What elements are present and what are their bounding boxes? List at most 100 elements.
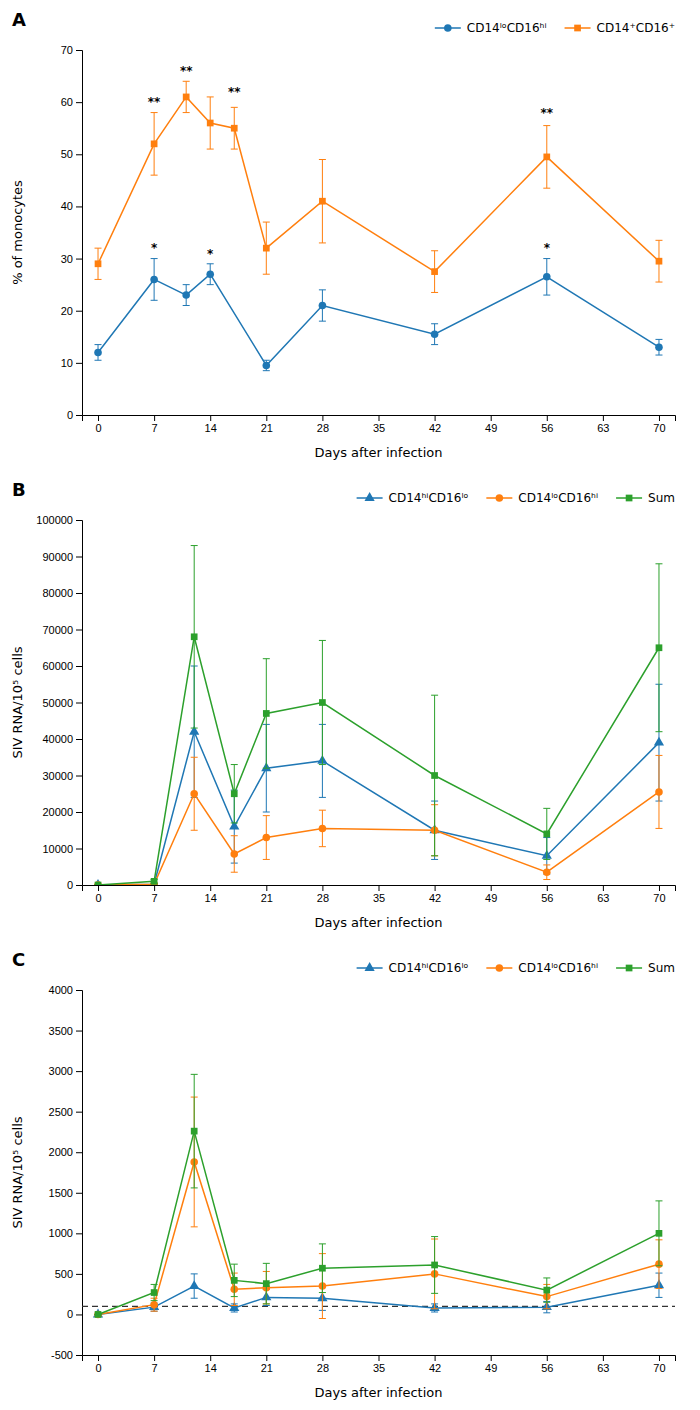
error-bar-cap (319, 159, 326, 160)
x-tick: 14 (205, 885, 217, 904)
x-tick: 56 (541, 415, 553, 434)
y-tick-label: 2000 (49, 1146, 73, 1158)
error-bar-cap (543, 1302, 550, 1303)
error-bar-cap (231, 872, 238, 873)
error-bar-cap (207, 284, 214, 285)
x-tick-mark (322, 1355, 323, 1361)
point (656, 258, 663, 265)
error-bar-cap (655, 563, 662, 564)
x-tick-mark (154, 1355, 155, 1361)
error-bar-cap (263, 768, 270, 769)
series-line (98, 1162, 659, 1314)
annotation: ** (148, 95, 161, 109)
legend: CD14ʰⁱCD16ˡᵒCD14ˡᵒCD16ʰⁱSum (357, 491, 675, 505)
series-line (98, 792, 659, 885)
series-line (98, 97, 659, 272)
y-tick-mark (76, 776, 82, 777)
y-tick: 2000 (49, 1146, 82, 1158)
error-bar-cap (263, 1263, 270, 1264)
x-tick-label: 35 (373, 422, 385, 434)
legend-entry: CD14ˡᵒCD16ʰⁱ (486, 491, 598, 505)
error-bar-cap (207, 263, 214, 264)
error-bar-cap (95, 360, 102, 361)
x-tick: 21 (261, 1355, 273, 1374)
error-bar-cap (431, 344, 438, 345)
error-bar (191, 546, 198, 729)
legend-swatch-marker (626, 495, 633, 502)
x-tick: 56 (541, 885, 553, 904)
x-tick: 42 (429, 415, 441, 434)
error-bar-cap (319, 321, 326, 322)
y-axis-title: % of monocytes (10, 180, 25, 285)
error-bar-cap (183, 284, 190, 285)
y-tick-mark (76, 557, 82, 558)
legend-swatch-marker (496, 494, 504, 502)
x-tick-mark (266, 1355, 267, 1361)
plot-area (93, 546, 664, 885)
error-bar-cap (655, 240, 662, 241)
x-axis-line (83, 886, 676, 892)
legend-entry: Sum (616, 491, 675, 505)
y-tick: 0 (67, 879, 82, 891)
error-bar-cap (655, 1288, 662, 1289)
x-tick-label: 14 (205, 1362, 217, 1374)
series (94, 1097, 663, 1318)
error-bar-cap (655, 339, 662, 340)
y-tick-mark (76, 102, 82, 103)
plot-area (94, 81, 663, 370)
error-bar (319, 290, 326, 321)
x-axis: 07142128354249566370 (83, 1355, 676, 1374)
error-bar-cap (319, 289, 326, 290)
error-bar-cap (543, 808, 550, 809)
point (150, 276, 158, 284)
error-bar (543, 126, 550, 189)
x-tick-mark (210, 1355, 211, 1361)
y-tick: 20 (61, 305, 82, 317)
annotation: ** (228, 85, 241, 99)
x-tick-label: 21 (261, 422, 273, 434)
error-bar (231, 1264, 238, 1296)
y-tick-mark (76, 666, 82, 667)
error-bar (543, 1278, 550, 1302)
y-tick-label: 40000 (42, 733, 73, 745)
error-bar-cap (231, 1264, 238, 1265)
x-tick: 63 (597, 1355, 609, 1374)
y-axis-title: SIV RNA/10⁵ cells (10, 646, 25, 758)
point (230, 850, 238, 858)
x-tick: 14 (205, 415, 217, 434)
legend-label: CD14ˡᵒCD16ʰⁱ (467, 21, 547, 35)
error-bar-cap (151, 1311, 158, 1312)
panel: 0714212835424956637001000020000300004000… (10, 479, 676, 930)
error-bar (151, 259, 158, 301)
x-tick: 0 (95, 885, 101, 904)
point (543, 1287, 550, 1294)
error-bar (543, 808, 550, 859)
x-tick-label: 56 (541, 892, 553, 904)
y-tick-mark (76, 1071, 82, 1072)
x-tick: 14 (205, 1355, 217, 1374)
x-tick-label: 28 (317, 422, 329, 434)
x-tick-mark (210, 415, 211, 421)
point (431, 1262, 438, 1269)
annotation: ** (180, 64, 193, 78)
error-bar-cap (655, 1200, 662, 1201)
y-tick-label: 1500 (49, 1187, 73, 1199)
error-bar-cap (263, 1305, 270, 1306)
x-tick-label: 49 (485, 422, 497, 434)
y-tick-label: 10000 (42, 843, 73, 855)
x-tick: 56 (541, 1355, 553, 1374)
error-bar (431, 324, 438, 345)
x-tick-label: 70 (653, 422, 665, 434)
error-bar (183, 81, 190, 112)
x-tick-label: 35 (373, 1362, 385, 1374)
error-bar-cap (319, 1318, 326, 1319)
error-bar-cap (263, 370, 270, 371)
point (543, 154, 550, 161)
x-tick-mark (659, 885, 660, 891)
y-tick-mark (76, 1152, 82, 1153)
error-bar (263, 222, 270, 274)
error-bar-cap (431, 855, 438, 856)
error-bar-cap (431, 1312, 438, 1313)
point (543, 868, 551, 876)
error-bar (263, 659, 270, 769)
